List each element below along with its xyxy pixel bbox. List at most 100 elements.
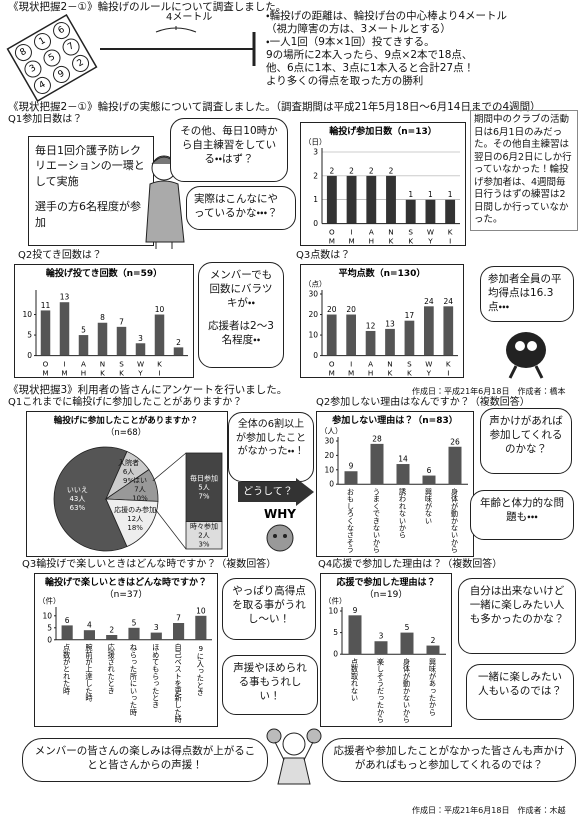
y-tick-label: 10 xyxy=(308,331,318,340)
data-label: 5 xyxy=(132,618,137,627)
data-label: 3 xyxy=(154,623,159,632)
bar xyxy=(59,302,70,356)
segment-value: 2人 xyxy=(198,531,209,539)
chart: 輪投げ参加日数（n=13）（日） 0 1 2 3 2 OM 2 IM 2 AH 2 NK 1 SK 1 WY 1 K… xyxy=(300,122,466,246)
arrow: どうして？ xyxy=(238,478,314,506)
pie-slice xyxy=(53,446,128,552)
speech-bubble: やっぱり高得点を取る事がうれし～い！ xyxy=(222,578,316,640)
bar xyxy=(448,446,462,485)
bar xyxy=(396,464,410,485)
bar xyxy=(78,335,89,356)
slice-label: はい xyxy=(133,476,147,484)
data-label: 24 xyxy=(444,297,454,306)
bar xyxy=(443,306,454,356)
speech-bubble: 実際はこんなにやっているかな・・・？ xyxy=(186,186,296,230)
info-text: 毎日1回介護予防レクリエーションの一環として実施 xyxy=(35,144,145,188)
board-hole xyxy=(43,49,61,67)
arm xyxy=(274,741,285,761)
face xyxy=(266,524,294,552)
x-tick-label: KI xyxy=(446,228,455,246)
note: 期間中のクラブの活動日は6月1日のみだった。その他自主練習は翌日の6月2日にしか… xyxy=(470,110,578,231)
arrow-label: どうして？ xyxy=(243,486,293,498)
x-tick-label: NK xyxy=(387,228,396,246)
chart-title: 平均点数（n=130） xyxy=(339,267,426,279)
slice-value: 12人 xyxy=(127,515,143,523)
rule-line: ・一人1回（9本×1回）投てきする。 xyxy=(266,36,435,48)
x-tick-label: KI xyxy=(444,360,453,378)
data-label: 11 xyxy=(41,301,51,310)
cheer-illustration xyxy=(266,728,322,785)
bar xyxy=(154,314,165,356)
data-label: 13 xyxy=(60,293,70,302)
distance-line xyxy=(100,26,256,66)
data-label: 5 xyxy=(405,623,410,632)
x-tick-label: 楽しそうだったから xyxy=(377,658,386,724)
board-number: 7 xyxy=(66,41,76,53)
section-heading: 《現状把握2－①》輪投げのルールについて調査しました。 xyxy=(8,1,287,13)
data-label: 2 xyxy=(349,166,354,175)
credit: 作成日：平成21年6月18日 作成者：橋本 xyxy=(412,387,566,396)
y-tick-label: 0 xyxy=(313,219,318,228)
chart-title: 参加しない理由は？（n=83） xyxy=(331,414,457,426)
data-label: 28 xyxy=(372,434,382,443)
body xyxy=(145,180,185,243)
x-tick-label: NK xyxy=(98,360,107,378)
bar xyxy=(83,630,95,640)
data-label: 26 xyxy=(450,437,460,446)
x-tick-label: IM xyxy=(347,228,356,246)
slice-label: 入院者 xyxy=(118,458,139,467)
question: Q2参加しない理由はなんですか？（複数回答） xyxy=(316,397,530,408)
data-label: 10 xyxy=(155,305,165,314)
y-tick-label: 5 xyxy=(27,331,32,340)
x-tick-label: AH xyxy=(79,360,88,378)
segment-percent: 7% xyxy=(198,492,209,500)
bar xyxy=(40,310,51,356)
y-tick-label: 5 xyxy=(47,623,52,632)
bar xyxy=(424,306,434,356)
speech-bubble: その他、毎日10時から自主練習をしている・・はず？ xyxy=(170,118,288,182)
chart-title: 輪投げ投てき回数（n=59） xyxy=(46,267,162,279)
data-label: 2 xyxy=(176,338,181,347)
y-tick-label: 10 xyxy=(324,465,334,474)
slice-value: 7人 xyxy=(134,485,145,493)
question: Q1これまでに輪投げに参加したことがありますか？ xyxy=(8,397,243,408)
data-label: 9 xyxy=(353,606,358,615)
question: Q3点数は？ xyxy=(296,250,351,261)
slice-value: 6人 xyxy=(123,468,134,476)
y-tick-label: 10 xyxy=(328,607,338,616)
arm xyxy=(303,741,314,761)
bar xyxy=(404,320,415,356)
section-heading: 《現状把握2－①》輪投げの実態について調査しました。（調査期間は平成21年5月1… xyxy=(8,101,541,113)
speech-bubble: メンバーでも回数にバラツキが・・ 応援者は2～3名程度・・ xyxy=(198,262,284,368)
bar xyxy=(405,199,416,224)
connector xyxy=(152,452,187,482)
data-label: 2 xyxy=(329,166,334,175)
rules: ・輪投げの距離は、輪投げ台の中心棒より4メートル （視力障害の方は、3メートルとす… xyxy=(266,10,507,88)
slice-label: いいえ xyxy=(67,486,88,494)
x-tick-label: 身体が動かないから xyxy=(451,488,460,554)
bar xyxy=(346,314,356,356)
slice-percent: 18% xyxy=(127,524,143,532)
data-label: 4 xyxy=(87,621,92,630)
y-tick-label: 3 xyxy=(313,148,318,157)
question: Q4応援で参加した理由は？（複数回答） xyxy=(318,559,503,570)
data-label: 1 xyxy=(448,190,453,199)
board-illustration: 816 357 492 xyxy=(6,14,98,102)
bar xyxy=(326,314,337,356)
board-hole xyxy=(24,60,42,78)
summary-bubble: 応援者や参加したことがなかった皆さんも声かけがあればもっと参加してくれるのでは？ xyxy=(322,738,576,782)
x-tick-label: 点数がとれた時 xyxy=(63,644,72,695)
x-tick-label: WY xyxy=(136,360,145,378)
x-tick-label: KI xyxy=(155,360,164,378)
y-tick-label: 10 xyxy=(42,611,52,620)
pompom xyxy=(266,728,282,744)
data-label: 13 xyxy=(385,319,395,328)
x-tick-label: OM xyxy=(327,360,336,378)
rule-line: （視力障害の方は、3メートルとする） xyxy=(266,23,451,35)
y-tick-label: 30 xyxy=(324,437,334,446)
board-number: 6 xyxy=(57,25,67,37)
bar xyxy=(374,641,388,655)
data-label: 12 xyxy=(366,321,376,330)
bar xyxy=(344,471,358,485)
bar xyxy=(116,326,127,356)
